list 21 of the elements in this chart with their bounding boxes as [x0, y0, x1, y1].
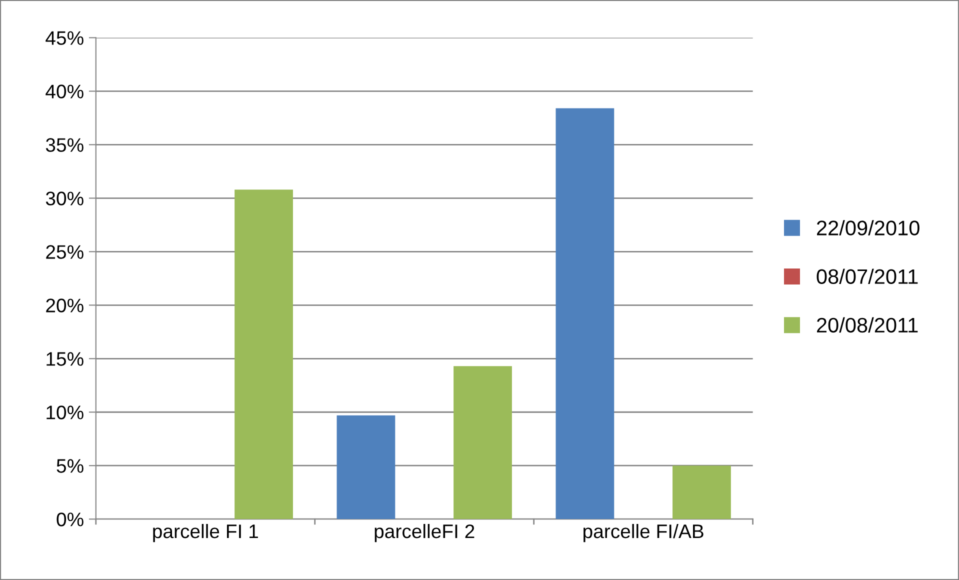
legend-label: 22/09/2010	[817, 220, 920, 236]
y-tick-label: 30%	[46, 192, 84, 206]
y-tick-label: 5%	[56, 459, 84, 473]
legend-label: 20/08/2011	[817, 317, 918, 333]
legend-label: 08/07/2011	[816, 268, 918, 284]
y-tick-label: 15%	[46, 352, 84, 366]
y-tick-label: 25%	[46, 245, 84, 259]
x-tick-label: parcelleFI 2	[374, 524, 474, 542]
y-tick-label: 20%	[46, 298, 84, 312]
y-tick-label: 35%	[46, 138, 84, 152]
bar	[556, 108, 614, 520]
y-tick-label: 45%	[46, 31, 84, 45]
y-tick-label: 10%	[46, 406, 84, 420]
y-tick-label: 0%	[56, 512, 84, 526]
bar	[454, 366, 512, 520]
x-tick-label: parcelle FI/AB	[584, 524, 704, 542]
bar	[336, 415, 396, 520]
y-tick-label: 40%	[46, 84, 84, 98]
bar	[234, 190, 293, 520]
bar	[672, 466, 731, 520]
x-tick-label: parcelle FI 1	[153, 524, 258, 542]
